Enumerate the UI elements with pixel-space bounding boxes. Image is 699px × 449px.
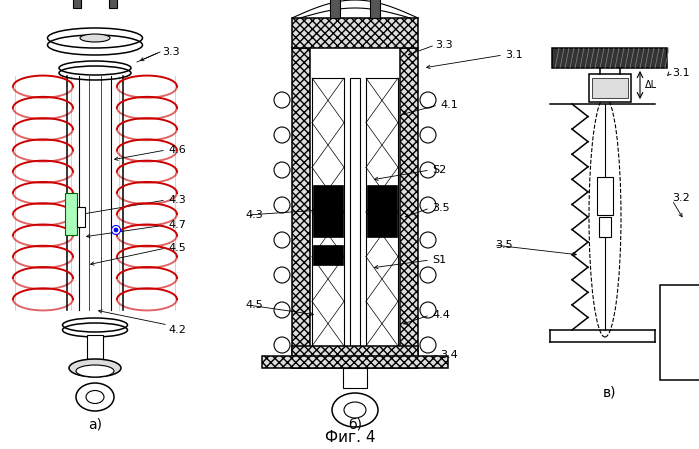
Text: б): б) bbox=[348, 418, 362, 432]
Bar bbox=[87, 335, 103, 360]
Bar bbox=[109, 0, 117, 8]
Text: 3.3: 3.3 bbox=[162, 47, 180, 57]
Bar bbox=[65, 193, 77, 235]
Circle shape bbox=[420, 232, 436, 248]
Text: 4.2: 4.2 bbox=[168, 325, 186, 335]
Circle shape bbox=[274, 92, 290, 108]
Circle shape bbox=[420, 337, 436, 353]
Bar bbox=[589, 74, 631, 102]
Text: 3.3: 3.3 bbox=[435, 40, 453, 50]
Bar bbox=[310, 78, 400, 346]
Text: S1: S1 bbox=[432, 255, 446, 265]
Circle shape bbox=[274, 197, 290, 213]
Bar bbox=[592, 78, 628, 98]
Bar bbox=[292, 18, 418, 48]
Bar bbox=[292, 346, 418, 368]
Ellipse shape bbox=[69, 359, 121, 377]
Text: 3.1: 3.1 bbox=[672, 68, 690, 78]
Circle shape bbox=[274, 232, 290, 248]
Bar bbox=[552, 48, 667, 68]
Text: S2: S2 bbox=[432, 165, 446, 175]
Text: а): а) bbox=[88, 418, 102, 432]
Bar bbox=[330, 0, 340, 18]
Text: 4.3: 4.3 bbox=[168, 195, 186, 205]
Bar bbox=[292, 48, 310, 368]
Ellipse shape bbox=[80, 34, 110, 42]
Circle shape bbox=[420, 127, 436, 143]
Text: 3.1: 3.1 bbox=[505, 50, 523, 60]
Circle shape bbox=[112, 225, 120, 234]
Bar bbox=[262, 356, 448, 368]
Text: 4.1: 4.1 bbox=[440, 100, 458, 110]
Bar bbox=[367, 185, 397, 237]
Bar bbox=[350, 78, 360, 346]
Circle shape bbox=[420, 197, 436, 213]
Text: 3.5: 3.5 bbox=[432, 203, 449, 213]
Ellipse shape bbox=[59, 61, 131, 75]
Circle shape bbox=[420, 162, 436, 178]
Bar bbox=[400, 48, 418, 368]
Text: 3.4: 3.4 bbox=[440, 350, 458, 360]
Circle shape bbox=[274, 162, 290, 178]
Bar bbox=[370, 0, 380, 18]
Circle shape bbox=[420, 267, 436, 283]
Text: 4.7: 4.7 bbox=[168, 220, 186, 230]
Bar bbox=[313, 245, 343, 265]
Circle shape bbox=[274, 267, 290, 283]
Circle shape bbox=[274, 337, 290, 353]
Bar bbox=[73, 0, 81, 8]
Circle shape bbox=[420, 92, 436, 108]
Bar bbox=[313, 185, 343, 237]
Text: Фиг. 4: Фиг. 4 bbox=[325, 431, 375, 445]
Circle shape bbox=[274, 127, 290, 143]
Bar bbox=[312, 78, 344, 346]
Text: 4.5: 4.5 bbox=[245, 300, 263, 310]
Ellipse shape bbox=[76, 365, 114, 377]
Bar bbox=[343, 368, 367, 388]
Circle shape bbox=[420, 302, 436, 318]
Circle shape bbox=[274, 302, 290, 318]
Bar bbox=[366, 78, 398, 346]
Text: 4.5: 4.5 bbox=[168, 243, 186, 253]
Bar bbox=[660, 285, 699, 380]
Text: 4.6: 4.6 bbox=[168, 145, 186, 155]
Text: в): в) bbox=[603, 386, 617, 400]
Ellipse shape bbox=[48, 28, 143, 48]
Text: ΔL: ΔL bbox=[645, 80, 657, 90]
Text: 4.4: 4.4 bbox=[432, 310, 450, 320]
Bar bbox=[77, 207, 85, 227]
Bar bbox=[597, 177, 613, 215]
Ellipse shape bbox=[62, 318, 127, 332]
Bar bbox=[599, 217, 611, 237]
Circle shape bbox=[114, 228, 118, 232]
Text: 4.3: 4.3 bbox=[245, 210, 263, 220]
Text: 3.5: 3.5 bbox=[495, 240, 512, 250]
Text: 3.2: 3.2 bbox=[672, 193, 690, 203]
